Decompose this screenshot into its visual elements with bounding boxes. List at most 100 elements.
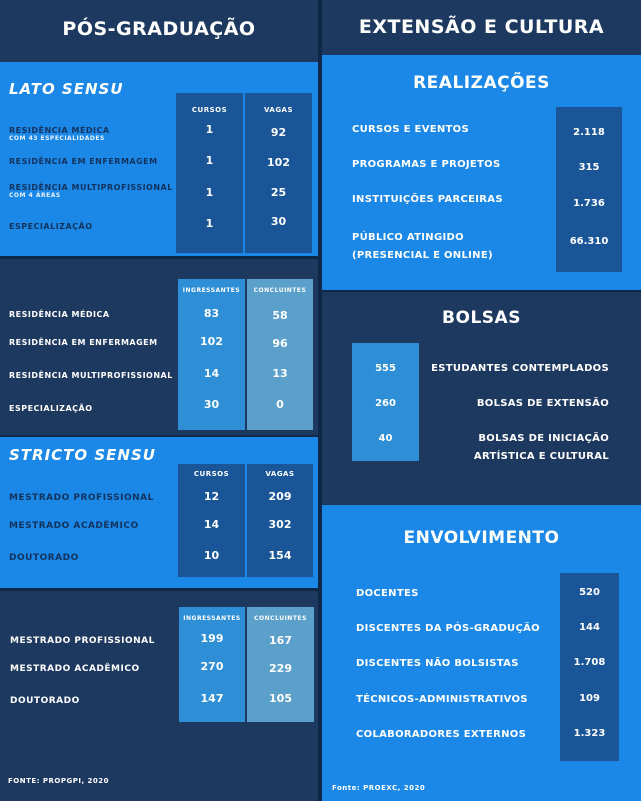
cursos-column: CURSOS 1 1 1 1 bbox=[176, 93, 243, 253]
vagas-column: VAGAS 92 102 25 30 bbox=[245, 93, 312, 253]
row-label: RESIDÊNCIA MÉDICA bbox=[9, 310, 110, 319]
cell: 1.323 bbox=[573, 728, 606, 739]
cell: 1 bbox=[205, 217, 214, 230]
row-label: ESPECIALIZAÇÃO bbox=[9, 222, 93, 231]
cell: 302 bbox=[268, 518, 292, 531]
row-label: TÉCNICOS-ADMINISTRATIVOS bbox=[356, 694, 528, 705]
cell: 1 bbox=[205, 186, 214, 199]
row-label: DOUTORADO bbox=[10, 696, 80, 706]
values-column: 555 260 40 bbox=[352, 343, 419, 461]
column-header: CONCLUINTES bbox=[254, 615, 307, 622]
row-label: CURSOS E EVENTOS bbox=[352, 124, 469, 135]
concluintes-column: CONCLUINTES 167 229 105 bbox=[247, 607, 314, 722]
cell: 520 bbox=[579, 587, 600, 598]
row-label: ESPECIALIZAÇÃO bbox=[9, 404, 93, 413]
column-header: CURSOS bbox=[191, 106, 228, 114]
realizacoes-title: REALIZAÇÕES bbox=[413, 73, 550, 93]
cell: 96 bbox=[272, 337, 288, 350]
ingressantes-column: INGRESSANTES 199 270 147 bbox=[179, 607, 245, 722]
lato-sensu-title: LATO SENSU bbox=[9, 80, 124, 98]
source-note: FONTE: PROPGPI, 2020 bbox=[8, 777, 110, 785]
values-column: 520 144 1.708 109 1.323 bbox=[560, 573, 619, 761]
pos-graduacao-header: PÓS-GRADUAÇÃO bbox=[0, 0, 318, 62]
row-label: ESTUDANTES CONTEMPLADOS bbox=[431, 363, 609, 374]
cell: 109 bbox=[579, 693, 600, 704]
column-header: VAGAS bbox=[265, 470, 295, 478]
cell: 0 bbox=[276, 398, 284, 411]
lato-sensu-section: LATO SENSU CURSOS 1 1 1 1 VAGAS 92 102 2… bbox=[0, 62, 318, 256]
cell: 25 bbox=[270, 186, 287, 199]
extensao-header: EXTENSÃO E CULTURA bbox=[322, 0, 641, 55]
cell: 12 bbox=[203, 490, 220, 503]
cell: 13 bbox=[272, 367, 288, 380]
row-label: PÚBLICO ATINGIDO (PRESENCIAL E ONLINE) bbox=[352, 232, 493, 261]
row-label: RESIDÊNCIA EM ENFERMAGEM bbox=[9, 157, 158, 166]
row-label: PROGRAMAS E PROJETOS bbox=[352, 159, 501, 170]
cell: 555 bbox=[375, 363, 396, 374]
envolvimento-title: ENVOLVIMENTO bbox=[403, 528, 560, 548]
row-label: RESIDÊNCIA MULTIPROFISSIONAL bbox=[9, 371, 173, 380]
bolsas-section: BOLSAS 555 260 40 ESTUDANTES CONTEMPLADO… bbox=[322, 292, 641, 505]
bolsas-title: BOLSAS bbox=[442, 308, 521, 328]
row-label: INSTITUIÇÕES PARCEIRAS bbox=[352, 194, 503, 205]
cell: 167 bbox=[269, 634, 292, 647]
stricto-flow-section: INGRESSANTES 199 270 147 CONCLUINTES 167… bbox=[0, 591, 318, 801]
row-label: DISCENTES NÃO BOLSISTAS bbox=[356, 658, 519, 669]
cell: 58 bbox=[272, 309, 288, 322]
stricto-sensu-section: STRICTO SENSU CURSOS 12 14 10 VAGAS 209 … bbox=[0, 437, 318, 588]
column-header: INGRESSANTES bbox=[182, 287, 241, 294]
concluintes-column: CONCLUINTES 58 96 13 0 bbox=[247, 279, 313, 430]
ingressantes-column: INGRESSANTES 83 102 14 30 bbox=[178, 279, 245, 430]
cell: 102 bbox=[200, 335, 223, 348]
cell: 209 bbox=[268, 490, 292, 503]
vagas-column: VAGAS 209 302 154 bbox=[247, 464, 313, 577]
cell: 83 bbox=[203, 307, 220, 320]
cell: 1.708 bbox=[573, 657, 606, 668]
column-header: VAGAS bbox=[263, 106, 294, 114]
cell: 1.736 bbox=[573, 198, 605, 209]
cell: 105 bbox=[269, 692, 292, 705]
cell: 30 bbox=[270, 215, 287, 228]
column-header: CURSOS bbox=[193, 470, 230, 478]
row-label: BOLSAS DE EXTENSÃO bbox=[476, 398, 609, 409]
cursos-column: CURSOS 12 14 10 bbox=[178, 464, 245, 577]
row-label: COLABORADORES EXTERNOS bbox=[356, 729, 527, 740]
cell: 1 bbox=[205, 123, 214, 136]
cell: 102 bbox=[267, 156, 290, 169]
cell: 260 bbox=[375, 398, 396, 409]
row-label: MESTRADO PROFISSIONAL bbox=[10, 636, 155, 646]
cell: 30 bbox=[203, 398, 220, 411]
cell: 229 bbox=[269, 662, 292, 675]
row-label: MESTRADO ACADÊMICO bbox=[9, 521, 139, 531]
cell: 147 bbox=[200, 692, 224, 705]
column-header: CONCLUINTES bbox=[253, 287, 307, 294]
row-label: RESIDÊNCIA MÉDICA COM 43 ESPECIALIDADES bbox=[9, 126, 110, 142]
cell: 92 bbox=[270, 126, 287, 139]
cell: 315 bbox=[578, 162, 600, 173]
cell: 10 bbox=[203, 549, 220, 562]
row-label: BOLSAS DE INICIAÇÃO ARTÍSTICA E CULTURAL bbox=[473, 433, 609, 462]
cell: 154 bbox=[268, 549, 292, 562]
cell: 199 bbox=[200, 632, 224, 645]
realizacoes-section: REALIZAÇÕES 2.118 315 1.736 66.310 CURSO… bbox=[322, 55, 641, 290]
row-label: DISCENTES DA PÓS-GRADUÇÃO bbox=[356, 623, 540, 634]
row-label: MESTRADO ACADÊMICO bbox=[10, 664, 140, 674]
row-label: RESIDÊNCIA MULTIPROFISSIONAL COM 4 ÁREAS bbox=[9, 183, 173, 199]
cell: 1 bbox=[205, 154, 214, 167]
extensao-title: EXTENSÃO E CULTURA bbox=[358, 16, 605, 38]
cell: 14 bbox=[203, 367, 220, 380]
lato-flow-section: INGRESSANTES 83 102 14 30 CONCLUINTES 58… bbox=[0, 259, 318, 435]
row-label: DOUTORADO bbox=[9, 553, 79, 563]
values-column: 2.118 315 1.736 66.310 bbox=[556, 107, 622, 272]
cell: 270 bbox=[200, 660, 224, 673]
cell: 2.118 bbox=[573, 127, 605, 138]
cell: 66.310 bbox=[569, 236, 609, 247]
stricto-sensu-title: STRICTO SENSU bbox=[9, 446, 156, 464]
column-header: INGRESSANTES bbox=[183, 615, 241, 622]
source-note: Fonte: PROEXC, 2020 bbox=[332, 784, 426, 792]
row-label: DOCENTES bbox=[356, 588, 419, 599]
envolvimento-section: ENVOLVIMENTO 520 144 1.708 109 1.323 DOC… bbox=[322, 505, 641, 801]
row-label: MESTRADO PROFISSIONAL bbox=[9, 493, 154, 503]
row-label: RESIDÊNCIA EM ENFERMAGEM bbox=[9, 338, 158, 347]
cell: 144 bbox=[579, 622, 600, 633]
